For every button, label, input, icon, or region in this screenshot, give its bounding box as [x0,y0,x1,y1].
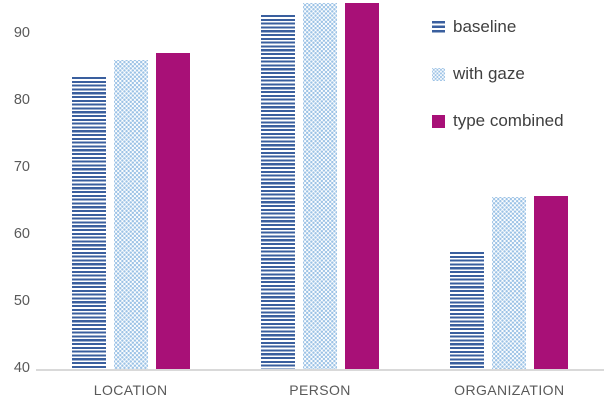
legend-label: with gaze [453,64,525,83]
legend-item-type-combined: type combined [432,110,564,132]
y-tick-label-60: 60 [13,226,30,242]
bar-location-with-gaze [113,59,148,369]
bar-person-type-combined [345,2,379,369]
y-tick-label-50: 50 [13,293,30,309]
x-axis-line [36,369,604,371]
x-category-label-person: PERSON [289,382,351,398]
y-tick-label-90: 90 [13,25,30,41]
y-tick-label-40: 40 [13,360,30,376]
bar-organization-baseline [450,252,485,369]
bar-organization-type-combined [534,196,569,369]
legend-label: baseline [453,17,517,36]
legend-marker-dotted-lattice-icon [432,67,445,81]
legend-marker-horizontal-stripes-icon [432,20,445,34]
legend-marker-solid-icon [432,114,445,128]
bar-person-baseline [261,14,295,369]
bar-organization-with-gaze [492,196,527,369]
bar-location-baseline [71,76,106,369]
legend-item-baseline: baseline [432,16,564,38]
y-tick-label-80: 80 [13,92,30,108]
legend: baseline with gaze type combined [432,16,564,157]
y-tick-label-70: 70 [13,159,30,175]
legend-label: type combined [453,111,564,130]
x-category-label-location: LOCATION [93,382,168,398]
x-category-label-organization: ORGANIZATION [454,382,565,398]
legend-item-with-gaze: with gaze [432,63,564,85]
bar-location-type-combined [155,52,190,369]
bar-person-with-gaze [303,3,337,369]
